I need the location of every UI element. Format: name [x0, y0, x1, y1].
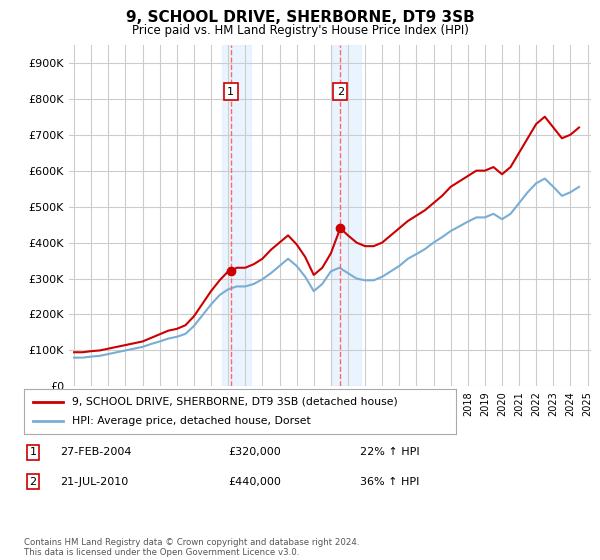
Text: 2: 2 [337, 87, 344, 96]
Text: £320,000: £320,000 [228, 447, 281, 458]
Text: 9, SCHOOL DRIVE, SHERBORNE, DT9 3SB (detached house): 9, SCHOOL DRIVE, SHERBORNE, DT9 3SB (det… [71, 396, 397, 407]
Text: 22% ↑ HPI: 22% ↑ HPI [360, 447, 419, 458]
Text: 36% ↑ HPI: 36% ↑ HPI [360, 477, 419, 487]
Text: 27-FEB-2004: 27-FEB-2004 [60, 447, 131, 458]
Text: HPI: Average price, detached house, Dorset: HPI: Average price, detached house, Dors… [71, 417, 310, 427]
Text: £440,000: £440,000 [228, 477, 281, 487]
Bar [332, 45, 361, 386]
Text: Price paid vs. HM Land Registry's House Price Index (HPI): Price paid vs. HM Land Registry's House … [131, 24, 469, 36]
Bar [222, 45, 251, 386]
Text: Contains HM Land Registry data © Crown copyright and database right 2024.
This d: Contains HM Land Registry data © Crown c… [24, 538, 359, 557]
Text: 9, SCHOOL DRIVE, SHERBORNE, DT9 3SB: 9, SCHOOL DRIVE, SHERBORNE, DT9 3SB [125, 10, 475, 25]
Text: 1: 1 [29, 447, 37, 458]
Text: 2: 2 [29, 477, 37, 487]
Text: 21-JUL-2010: 21-JUL-2010 [60, 477, 128, 487]
Text: 1: 1 [227, 87, 234, 96]
